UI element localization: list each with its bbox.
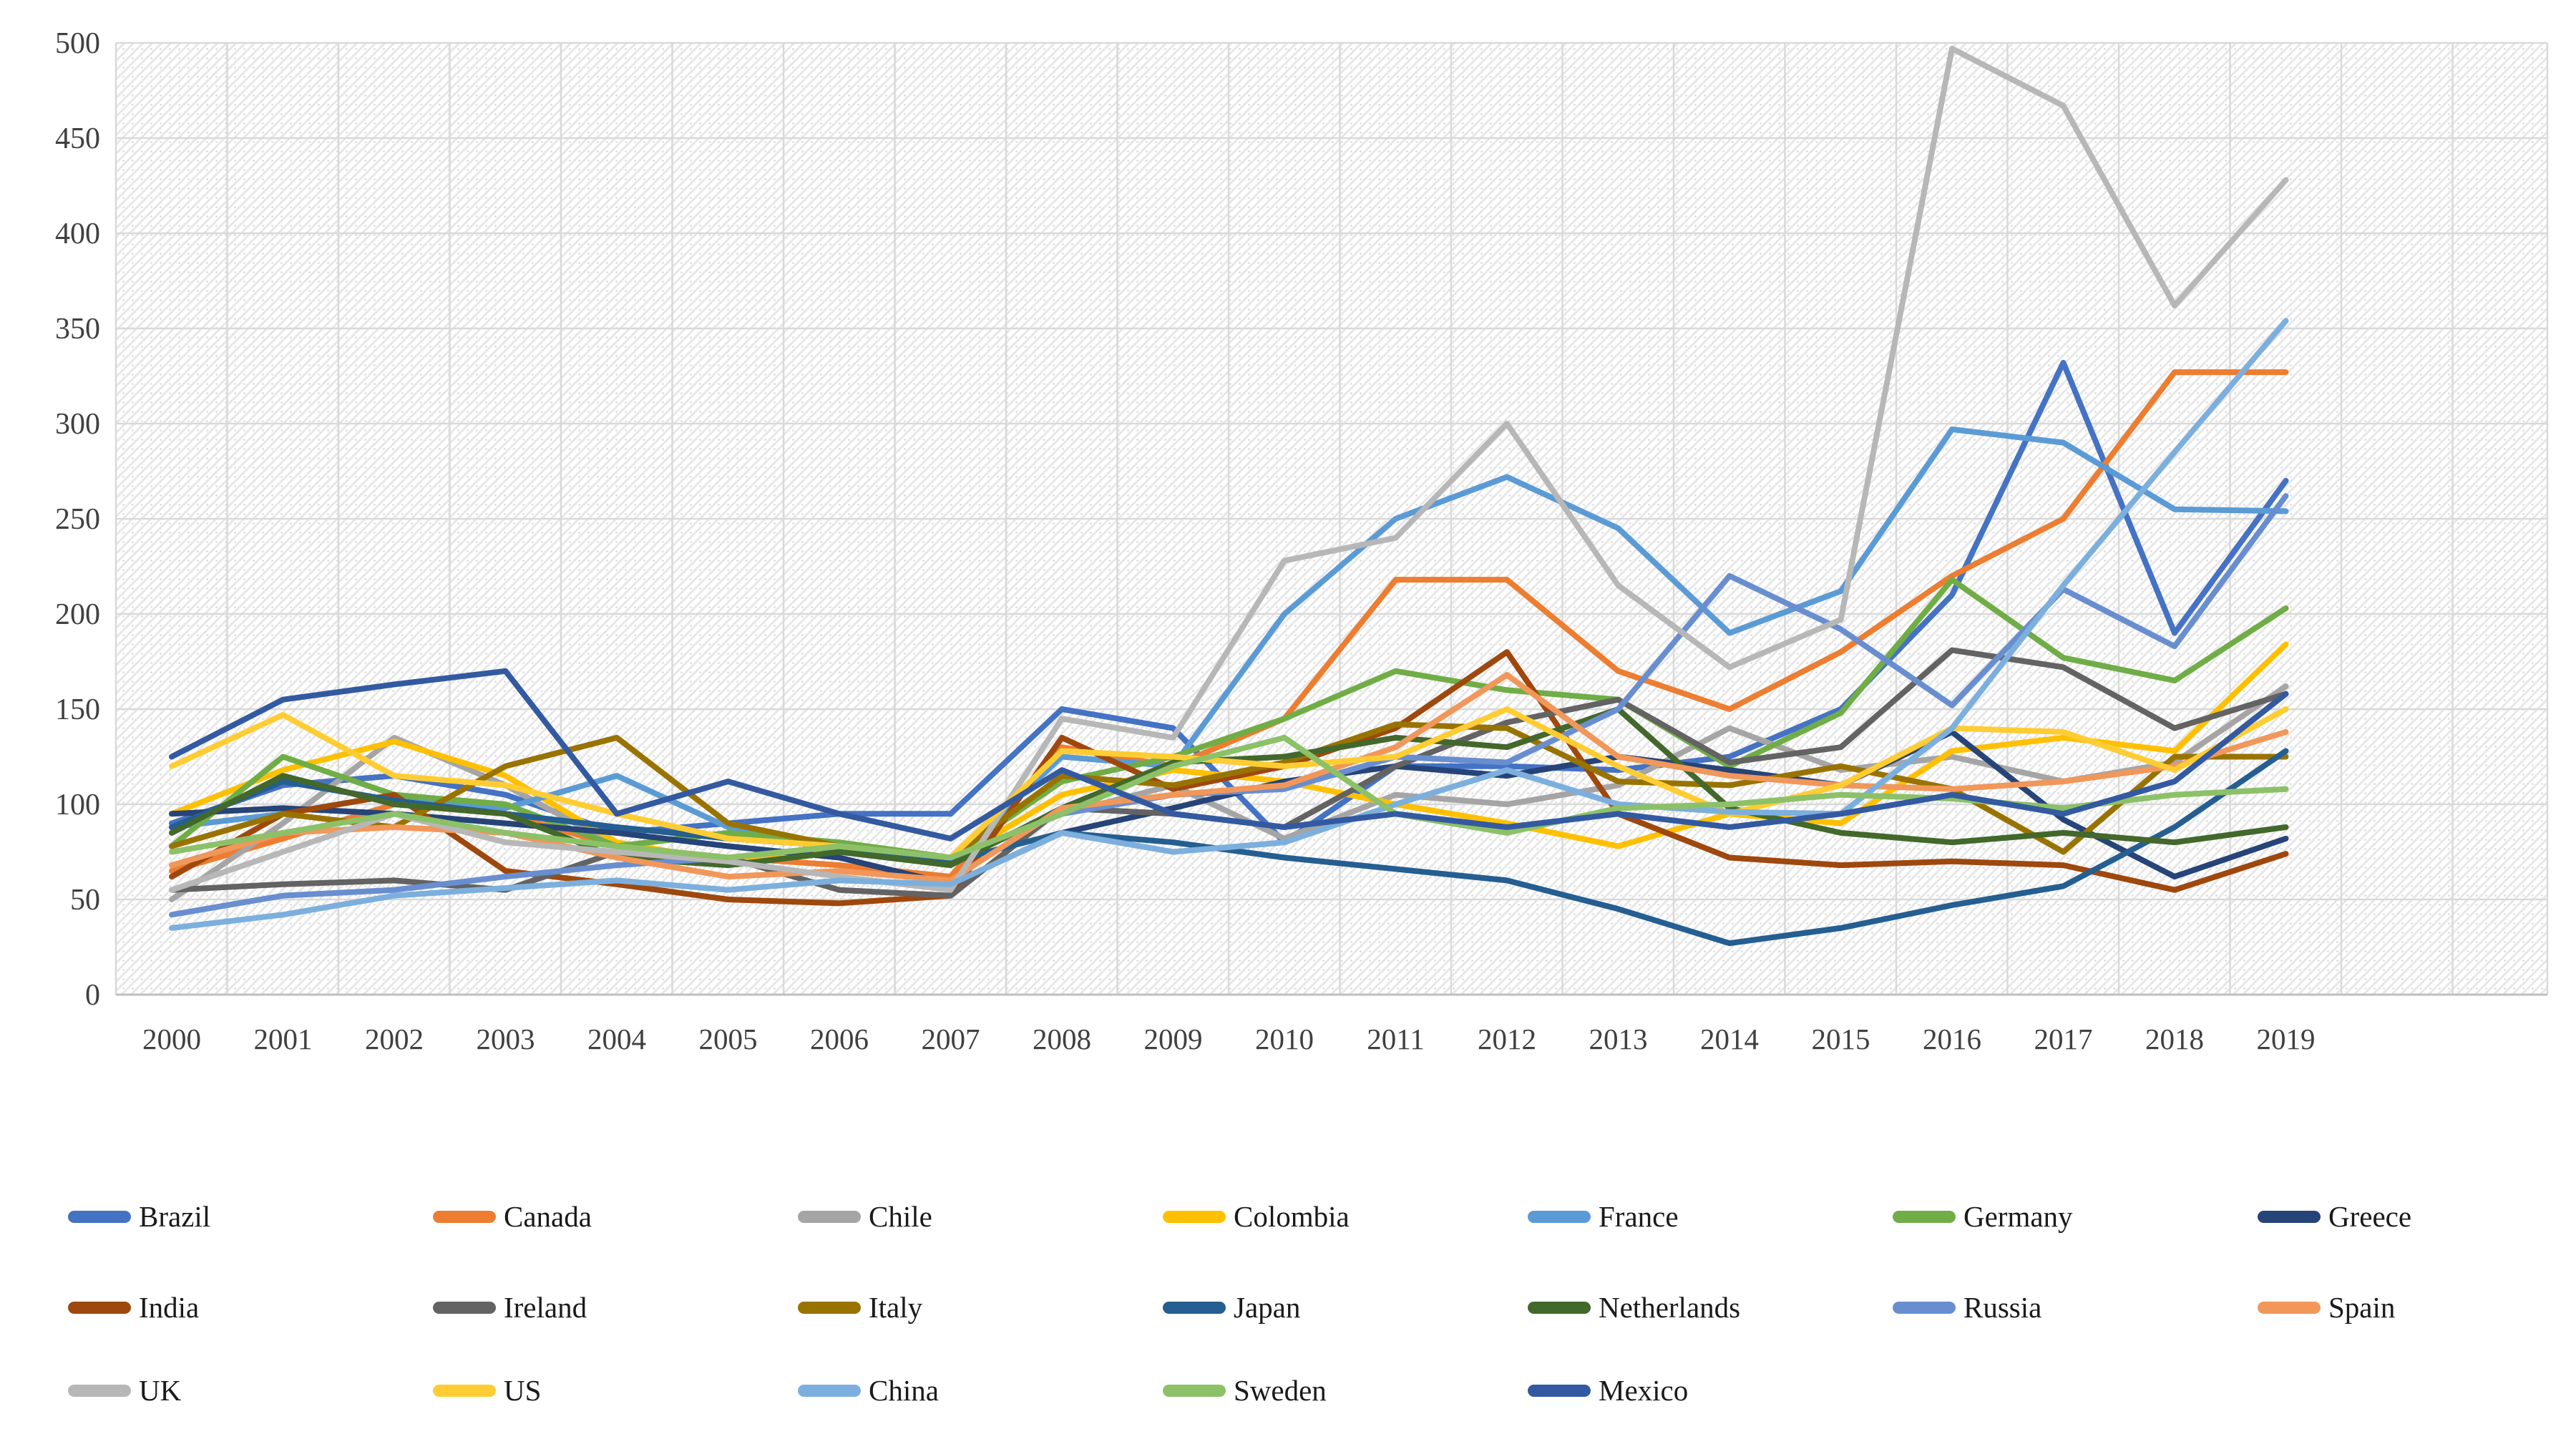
x-axis-tick-label: 2016 [1923,1023,1981,1055]
x-axis-tick-label: 2013 [1589,1023,1648,1055]
legend-item-spain: Spain [2258,1290,2395,1325]
legend-swatch [1893,1210,1956,1223]
legend-item-greece: Greece [2258,1199,2411,1234]
legend-swatch [1163,1384,1226,1397]
y-axis-tick-label: 0 [85,979,100,1012]
legend-swatch [433,1301,496,1314]
series-line-italy [169,721,2289,861]
y-axis-tick-label: 350 [55,313,100,346]
legend-label: Mexico [1599,1374,1689,1407]
legend-item-colombia: Colombia [1163,1199,1350,1234]
legend-swatch [68,1301,131,1314]
y-axis-tick-label: 50 [70,884,100,917]
legend-swatch [1528,1210,1591,1223]
x-axis-tick-label: 2003 [477,1023,535,1055]
legend-label: Colombia [1234,1200,1350,1233]
legend-label: India [139,1291,200,1324]
legend-item-netherlands: Netherlands [1528,1290,1740,1325]
legend-item-italy: Italy [798,1290,922,1325]
legend-swatch [68,1210,131,1223]
legend-item-russia: Russia [1893,1290,2041,1325]
legend-item-mexico: Mexico [1528,1373,1688,1408]
legend-swatch [2258,1301,2321,1314]
legend-item-brazil: Brazil [68,1199,210,1234]
legend-label: Canada [504,1200,592,1233]
legend-item-chile: Chile [798,1199,932,1234]
legend-label: Chile [869,1200,932,1233]
x-axis-tick-label: 2011 [1367,1023,1424,1055]
legend-label: Ireland [504,1291,587,1324]
x-axis-tick-label: 2008 [1033,1023,1091,1055]
x-axis-tick-label: 2000 [142,1023,201,1055]
x-axis-tick-label: 2005 [699,1023,758,1055]
legend-swatch [433,1384,496,1397]
chart-canvas: 0 50 100 150 200 250 300 350 400 450 500 2000 2001 20… [55,27,2549,1055]
x-axis-tick-label: 2015 [1812,1023,1870,1055]
series-line-chile [169,683,2289,902]
series-line-france [169,426,2289,864]
legend-swatch [1528,1301,1591,1314]
legend-label: Japan [1234,1291,1301,1324]
y-axis-tick-label: 250 [55,503,100,536]
legend-label: Greece [2328,1200,2412,1233]
series-line-us [169,706,2289,861]
x-axis-tick-label: 2001 [254,1023,313,1055]
y-axis-tick-label: 500 [55,27,100,60]
x-axis-tick-label: 2014 [1700,1023,1759,1055]
legend-label: Brazil [139,1200,211,1233]
legend-item-us: US [433,1373,541,1408]
x-axis-tick-label: 2012 [1478,1023,1536,1055]
legend-label: Germany [1963,1200,2073,1233]
legend-swatch [798,1301,861,1314]
legend-item-japan: Japan [1163,1290,1300,1325]
x-axis-tick-label: 2010 [1255,1023,1314,1055]
x-axis-tick-label: 2019 [2257,1023,2316,1055]
legend-swatch [1163,1301,1226,1314]
series-line-china [169,318,2289,931]
x-axis-tick-label: 2002 [365,1023,424,1055]
legend-item-germany: Germany [1893,1199,2073,1234]
y-axis-tick-label: 100 [55,789,100,821]
legend-swatch [798,1384,861,1397]
legend-label: France [1599,1200,1679,1233]
legend-swatch [433,1210,496,1223]
y-axis-tick-label: 150 [55,693,100,726]
x-axis-tick-label: 2007 [922,1023,980,1055]
legend-label: Russia [1963,1291,2042,1324]
x-axis-tick-label: 2017 [2034,1023,2093,1055]
legend-swatch [2258,1210,2321,1223]
series-line-mexico [169,668,2289,842]
legend-swatch [1893,1301,1956,1314]
legend-label: Italy [869,1291,923,1324]
legend-swatch [1528,1384,1591,1397]
y-axis-tick-label: 300 [55,408,100,441]
legend-swatch [798,1210,861,1223]
legend-swatch [68,1384,131,1397]
legend-item-france: France [1528,1199,1679,1234]
legend-swatch [1163,1210,1226,1223]
legend-label: Sweden [1234,1374,1327,1407]
legend-label: Netherlands [1599,1291,1741,1324]
legend-label: US [504,1374,542,1407]
series-line-germany [169,577,2289,861]
x-axis-tick-label: 2006 [810,1023,869,1055]
legend-item-india: India [68,1290,199,1325]
x-axis-tick-label: 2018 [2145,1023,2204,1055]
legend-label: Spain [2328,1291,2396,1324]
legend-item-canada: Canada [433,1199,592,1234]
legend-label: UK [139,1374,182,1407]
x-axis-tick-label: 2004 [587,1023,646,1055]
y-axis-tick-label: 200 [55,598,100,631]
series-line-uk [169,45,2289,893]
legend-label: China [869,1374,939,1407]
legend-item-uk: UK [68,1373,181,1408]
y-axis-tick-label: 400 [55,218,100,250]
legend-item-china: China [798,1373,939,1408]
legend-item-sweden: Sweden [1163,1373,1327,1408]
y-axis-tick-label: 450 [55,122,100,155]
legend-item-ireland: Ireland [433,1290,587,1325]
x-axis-tick-label: 2009 [1144,1023,1203,1055]
